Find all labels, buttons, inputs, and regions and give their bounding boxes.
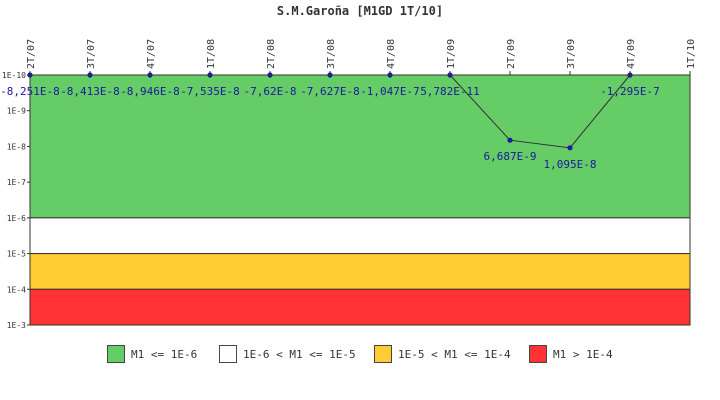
y-tick-label: 1E-7	[7, 178, 26, 187]
data-point	[507, 137, 513, 143]
y-tick-label: 1E-4	[7, 285, 26, 294]
x-tick-label: 2T/08	[266, 39, 277, 69]
x-tick-label: 3T/07	[86, 39, 97, 69]
x-tick-label: 3T/09	[566, 39, 577, 69]
legend-swatch	[219, 345, 237, 363]
legend-label: M1 <= 1E-6	[131, 347, 198, 361]
y-axis: 1E-10 1E-9 1E-8 1E-7 1E-6 1E-5 1E-4 1E-3	[2, 71, 30, 330]
band-1	[29, 217, 691, 255]
legend-item-green: M1 <= 1E-6	[107, 342, 197, 366]
x-tick-label: 1T/10	[686, 39, 697, 69]
y-tick-label: 1E-9	[7, 107, 26, 116]
y-tick-label: 1E-10	[2, 71, 26, 80]
legend: M1 <= 1E-6 1E-6 < M1 <= 1E-5 1E-5 < M1 <…	[0, 342, 720, 366]
data-label: -1,295E-7	[600, 85, 660, 98]
x-tick-label: 1T/08	[206, 39, 217, 69]
y-tick-label: 1E-5	[7, 250, 26, 259]
band-0	[29, 74, 691, 219]
legend-item-yellow: 1E-5 < M1 <= 1E-4	[374, 342, 511, 366]
data-label: 1,095E-8	[544, 158, 597, 171]
legend-swatch	[107, 345, 125, 363]
data-label: 5,782E-11	[420, 85, 480, 98]
x-tick-label: 2T/09	[506, 39, 517, 69]
legend-label: 1E-6 < M1 <= 1E-5	[243, 347, 356, 361]
y-tick-label: 1E-3	[7, 321, 26, 330]
plot-border	[29, 74, 691, 326]
bands-group	[29, 74, 691, 326]
legend-item-red: M1 > 1E-4	[529, 342, 613, 366]
legend-item-white: 1E-6 < M1 <= 1E-5	[219, 342, 356, 366]
data-label: -7,627E-8	[300, 85, 360, 98]
data-label: -8,413E-8	[60, 85, 120, 98]
legend-label: 1E-5 < M1 <= 1E-4	[398, 347, 511, 361]
legend-label: M1 > 1E-4	[553, 347, 613, 361]
y-tick-label: 1E-6	[7, 214, 26, 223]
data-label: -7,535E-8	[180, 85, 240, 98]
band-2	[29, 253, 691, 290]
x-tick-label: 1T/09	[446, 39, 457, 69]
data-labels-group: -8,251E-8 -8,413E-8 -8,946E-8 -7,535E-8 -7,6…	[0, 85, 660, 171]
x-tick-label: 2T/07	[26, 39, 37, 69]
chart-canvas: S.M.Garoña [M1GD 1T/10] 1E-101E-91E-81E-…	[0, 4, 697, 330]
chart-title: S.M.Garoña [M1GD 1T/10]	[277, 4, 443, 18]
data-label: -1,047E-7	[360, 85, 420, 98]
legend-swatch	[529, 345, 547, 363]
data-label: 6,687E-9	[484, 150, 537, 163]
band-3	[29, 288, 691, 326]
data-point	[567, 145, 573, 151]
x-tick-label: 3T/08	[326, 39, 337, 69]
x-tick-label: 4T/07	[146, 39, 157, 69]
x-axis: 2T/07 3T/07 4T/07 1T/08 2T/08 3T/08 4T/08 1T/09…	[26, 39, 697, 75]
y-tick-label: 1E-8	[7, 142, 26, 151]
x-tick-label: 4T/09	[626, 39, 637, 69]
data-label: -7,62E-8	[244, 85, 297, 98]
legend-swatch	[374, 345, 392, 363]
x-tick-label: 4T/08	[386, 39, 397, 69]
data-label: -8,946E-8	[120, 85, 180, 98]
